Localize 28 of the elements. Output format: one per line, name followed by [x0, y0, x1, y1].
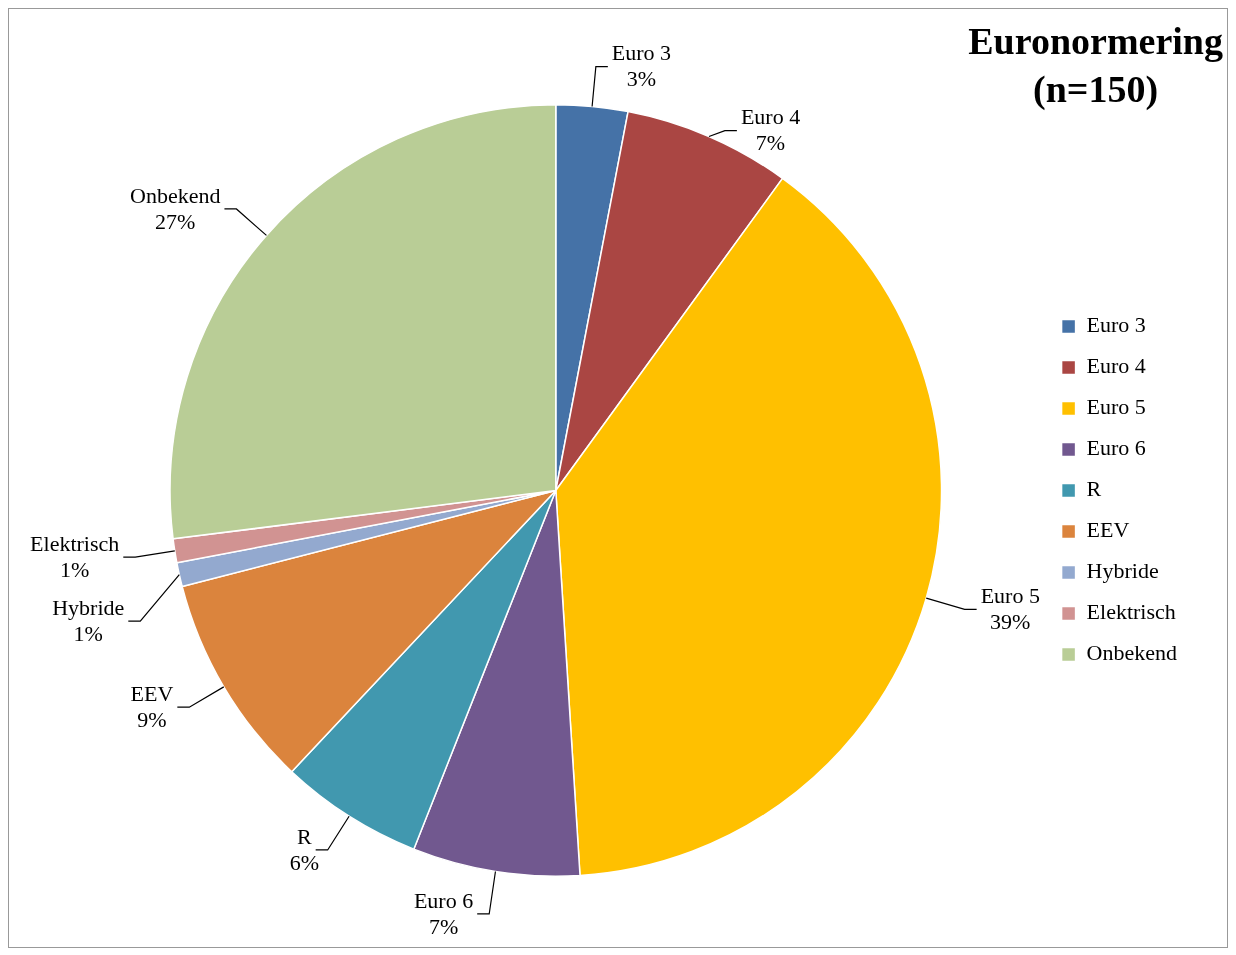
- data-label: 7%: [428, 913, 459, 939]
- slice-label: R: [296, 823, 312, 849]
- data-label: 1%: [73, 620, 103, 646]
- slice-label: Euro 6: [413, 887, 474, 913]
- slice-label: Euro 4: [740, 104, 801, 130]
- legend-label: Euro 5: [1086, 394, 1146, 420]
- legend-label: EEV: [1086, 517, 1130, 543]
- data-label: 6%: [289, 849, 319, 875]
- slice-label: Euro 3: [611, 40, 672, 66]
- legend-label: R: [1086, 476, 1102, 502]
- slice-label: EEV: [130, 681, 174, 707]
- chart-title: Euronormering (n=150): [968, 19, 1223, 112]
- legend-label: Hybride: [1086, 558, 1159, 584]
- data-label: 7%: [755, 130, 786, 156]
- slice-label: Hybride: [52, 594, 125, 620]
- legend-label: Euro 4: [1086, 353, 1146, 379]
- legend-label: Euro 3: [1086, 312, 1146, 338]
- slice-label: Euro 5: [980, 583, 1040, 609]
- data-label: 1%: [60, 556, 90, 582]
- data-label: 27%: [155, 208, 196, 234]
- legend-label: Onbekend: [1086, 640, 1177, 666]
- data-label: 9%: [137, 707, 167, 733]
- data-label: 39%: [990, 609, 1031, 635]
- legend-label: Euro 6: [1086, 435, 1146, 461]
- slice-label: Elektrisch: [30, 530, 120, 556]
- slice-label: Onbekend: [130, 182, 221, 208]
- data-label: 3%: [626, 66, 657, 92]
- legend-label: Elektrisch: [1086, 599, 1176, 625]
